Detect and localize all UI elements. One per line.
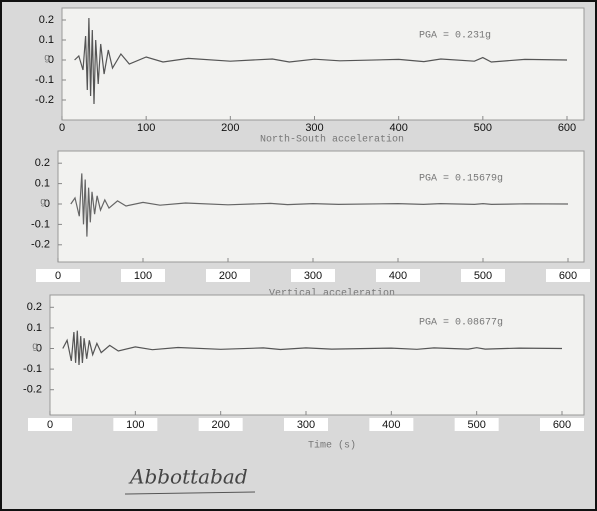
- x-tick-label: 300: [297, 419, 315, 431]
- x-tick-label: 500: [474, 270, 492, 282]
- y-axis-label: g: [44, 54, 50, 65]
- waveform: [70, 173, 569, 237]
- label-box: [546, 269, 590, 282]
- underline: [124, 491, 256, 495]
- label-box: [36, 269, 80, 282]
- y-tick-label: 0.2: [35, 157, 50, 169]
- y-tick-label: -0.2: [35, 94, 54, 106]
- x-tick-label: 100: [134, 270, 152, 282]
- x-tick-label: 0: [47, 419, 53, 431]
- label-box: [454, 418, 499, 431]
- y-tick-label: -0.1: [23, 363, 42, 375]
- label-box: [461, 269, 505, 282]
- x-tick-label: 300: [304, 270, 322, 282]
- axis-title: Time (s): [308, 440, 356, 452]
- label-box: [206, 269, 250, 282]
- label-box: [113, 418, 158, 431]
- y-tick-label: -0.2: [23, 384, 42, 396]
- y-tick-label: 0.2: [27, 301, 42, 313]
- annotation: PGA = 0.15679g: [419, 174, 503, 185]
- x-tick-label: 400: [389, 122, 407, 134]
- y-tick-label: 0.1: [39, 34, 54, 46]
- y-tick-label: 0.1: [27, 322, 42, 334]
- y-tick-label: 0: [36, 342, 42, 354]
- label-box: [284, 418, 328, 431]
- x-tick-label: 600: [559, 270, 577, 282]
- x-tick-label: 200: [221, 122, 239, 134]
- x-tick-label: 0: [55, 270, 61, 282]
- annotation: PGA = 0.08677g: [419, 318, 503, 329]
- y-tick-label: -0.2: [31, 239, 50, 251]
- y-axis-label: g: [32, 342, 38, 353]
- label-box: [198, 418, 243, 431]
- x-tick-label: 100: [137, 122, 155, 134]
- x-tick-label: 200: [219, 270, 237, 282]
- x-tick-label: 500: [467, 419, 485, 431]
- y-tick-label: 0.2: [39, 14, 54, 26]
- label-box: [28, 418, 72, 431]
- x-tick-label: 600: [553, 419, 571, 431]
- x-tick-label: 100: [126, 419, 144, 431]
- handwriting: Abbottabad: [128, 465, 248, 489]
- y-tick-label: 0: [44, 198, 50, 210]
- x-tick-label: 300: [305, 122, 323, 134]
- y-tick-label: -0.1: [31, 218, 50, 230]
- x-tick-label: 400: [382, 419, 400, 431]
- plot-frame: [49, 294, 585, 416]
- x-tick-label: 0: [59, 122, 65, 134]
- waveform: [74, 17, 568, 105]
- annotation: PGA = 0.231g: [419, 31, 491, 42]
- label-box: [291, 269, 335, 282]
- label-box: [369, 418, 414, 431]
- y-tick-label: 0.1: [35, 178, 50, 190]
- y-axis-label: g: [40, 198, 46, 209]
- label-box: [540, 418, 584, 431]
- plot-frame: [57, 150, 585, 263]
- x-tick-label: 400: [389, 270, 407, 282]
- label-box: [376, 269, 420, 282]
- axis-title: North-South acceleration: [260, 134, 404, 146]
- plot-frame: [61, 7, 585, 121]
- label-box: [121, 269, 165, 282]
- x-tick-label: 500: [474, 122, 492, 134]
- y-tick-label: -0.1: [35, 74, 54, 86]
- y-tick-label: 0: [48, 54, 54, 66]
- x-tick-label: 200: [211, 419, 229, 431]
- waveform: [62, 330, 563, 366]
- x-tick-label: 600: [558, 122, 576, 134]
